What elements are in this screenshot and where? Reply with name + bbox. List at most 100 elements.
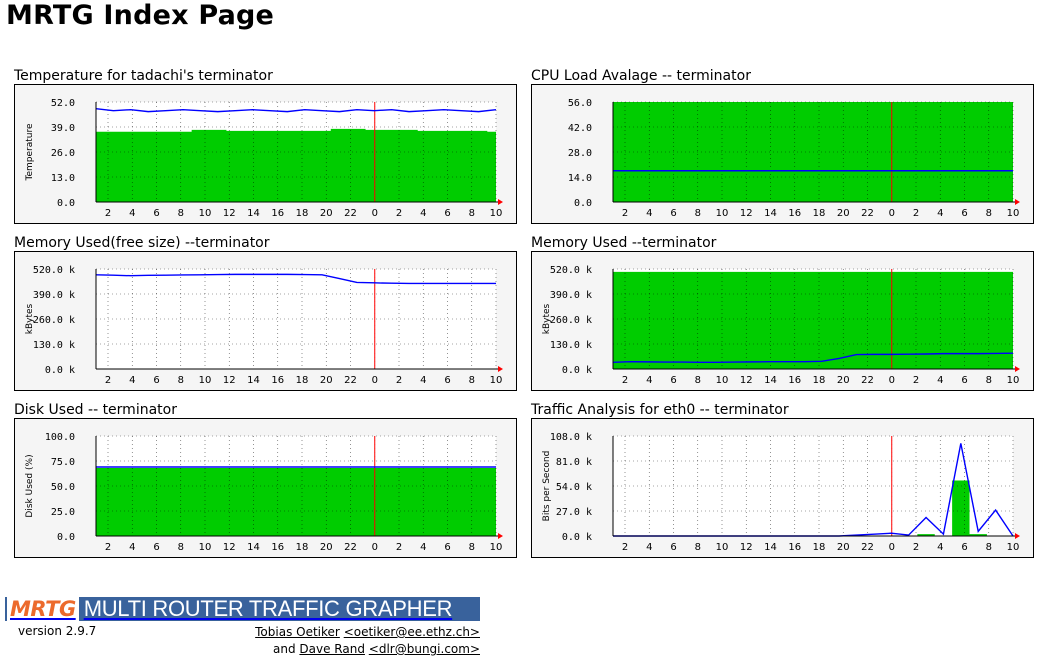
- y-tick-label: 39.0: [51, 123, 75, 134]
- x-tick-label: 8: [469, 208, 475, 219]
- graph-link-memory-used[interactable]: 520.0 k 390.0 k 260.0 k 130.0 k 0.0 k 2 4 6 8 10 1…: [531, 251, 1034, 391]
- x-tick-label: 0: [372, 208, 378, 219]
- x-tick-label: 6: [444, 375, 450, 386]
- x-tick-label: 12: [223, 542, 236, 553]
- y-tick-label: 56.0: [568, 98, 592, 109]
- y-tick-label: 0.0 k: [45, 365, 75, 376]
- y-tick-label: 0.0 k: [562, 365, 592, 376]
- x-tick-label: 2: [622, 375, 628, 386]
- x-tick-label: 8: [695, 542, 701, 553]
- graph-link-traffic-eth0[interactable]: 108.0 k 81.0 k 54.0 k 27.0 k 0.0 k 2 4 6 8 10 12 14…: [531, 418, 1034, 558]
- graph-link-temperature[interactable]: 52.0 39.0 26.0 13.0 0.0 2 4 6 8 10 12 14 16 18 20 22 0 2 4…: [14, 84, 517, 224]
- x-tick-label: 8: [469, 542, 475, 553]
- x-tick-label: 6: [444, 542, 450, 553]
- x-tick-label: 10: [199, 208, 212, 219]
- y-tick-label: 52.0: [51, 98, 75, 109]
- x-tick-label: 6: [153, 208, 159, 219]
- y-axis-label: Bits per Second: [542, 451, 552, 522]
- y-tick-label: 50.0: [51, 482, 75, 493]
- mrtg-logo[interactable]: MRTG MULTI ROUTER TRAFFIC GRAPHER: [5, 597, 480, 621]
- x-tick-label: 2: [622, 542, 628, 553]
- y-tick-label: 42.0: [568, 123, 592, 134]
- y-axis-label: Disk Used (%): [25, 454, 35, 517]
- x-tick-label: 6: [670, 208, 676, 219]
- x-tick-label: 6: [444, 208, 450, 219]
- x-tick-label: 4: [420, 208, 426, 219]
- y-tick-label: 54.0 k: [556, 482, 592, 493]
- panel-title: Memory Used --terminator: [531, 235, 717, 251]
- y-tick-label: 26.0: [51, 148, 75, 159]
- x-axis-arrow: [498, 199, 503, 205]
- series-area-in: [96, 468, 496, 536]
- author-email-tobias-oetiker[interactable]: <oetiker@ee.ethz.ch>: [343, 625, 480, 639]
- y-tick-label: 28.0: [568, 148, 592, 159]
- graph-link-cpu-load[interactable]: 56.0 42.0 28.0 14.0 0.0 2 4 6 8 10 12 14 16 18 20 22 0 2 4…: [531, 84, 1034, 224]
- x-tick-label: 4: [937, 542, 943, 553]
- mrtg-logo-mark: MRTG: [7, 597, 79, 621]
- graph-panel-temperature: Temperature for tadachi's terminator 52.…: [14, 68, 517, 224]
- x-tick-label: 10: [716, 542, 729, 553]
- x-tick-label: 2: [913, 542, 919, 553]
- x-tick-label: 14: [247, 375, 260, 386]
- x-tick-label: 10: [1007, 208, 1020, 219]
- graph-temperature: 52.0 39.0 26.0 13.0 0.0 2 4 6 8 10 12 14 16 18 20 22 0 2 4…: [14, 84, 517, 224]
- x-tick-label: 20: [837, 542, 850, 553]
- x-tick-label: 0: [372, 542, 378, 553]
- x-tick-label: 10: [490, 375, 503, 386]
- x-tick-label: 8: [178, 542, 184, 553]
- x-tick-label: 8: [469, 375, 475, 386]
- y-tick-label: 130.0 k: [33, 340, 75, 351]
- x-tick-label: 12: [740, 542, 753, 553]
- x-tick-label: 10: [716, 208, 729, 219]
- x-tick-label: 2: [105, 542, 111, 553]
- x-tick-label: 10: [1007, 375, 1020, 386]
- x-tick-label: 6: [153, 542, 159, 553]
- x-tick-label: 18: [296, 375, 309, 386]
- panel-title: Disk Used -- terminator: [14, 402, 177, 418]
- graph-panel-disk-used: Disk Used -- terminator 100.0 75.0 50.0 25.…: [14, 402, 517, 558]
- graph-link-memory-free[interactable]: 520.0 k 390.0 k 260.0 k 130.0 k 0.0 k 2 4 6 8 10 1…: [14, 251, 517, 391]
- x-tick-label: 8: [695, 375, 701, 386]
- x-tick-label: 2: [913, 375, 919, 386]
- x-tick-label: 0: [889, 375, 895, 386]
- y-tick-label: 81.0 k: [556, 457, 592, 468]
- x-tick-label: 18: [296, 542, 309, 553]
- x-tick-label: 20: [320, 542, 333, 553]
- x-tick-label: 20: [837, 375, 850, 386]
- x-tick-label: 10: [1007, 542, 1020, 553]
- mrtg-logo-text: MULTI ROUTER TRAFFIC GRAPHER: [83, 597, 453, 621]
- x-tick-label: 16: [788, 208, 801, 219]
- y-tick-label: 0.0: [57, 532, 75, 543]
- x-tick-label: 4: [646, 542, 652, 553]
- x-tick-label: 6: [670, 375, 676, 386]
- y-tick-label: 130.0 k: [550, 340, 592, 351]
- x-axis-arrow: [1015, 199, 1020, 205]
- credits: Tobias Oetiker <oetiker@ee.ethz.ch> and …: [255, 624, 480, 658]
- x-tick-label: 0: [889, 542, 895, 553]
- x-tick-label: 12: [223, 375, 236, 386]
- author-email-dave-rand[interactable]: <dlr@bungi.com>: [368, 642, 480, 656]
- x-tick-label: 22: [861, 375, 874, 386]
- x-tick-label: 20: [320, 375, 333, 386]
- x-tick-label: 8: [986, 375, 992, 386]
- graph-panel-memory-free: Memory Used(free size) --terminator 520.…: [14, 235, 517, 391]
- panel-title: CPU Load Avalage -- terminator: [531, 68, 751, 84]
- page-title: MRTG Index Page: [6, 0, 275, 31]
- y-tick-label: 14.0: [568, 173, 592, 184]
- graph-link-disk-used[interactable]: 100.0 75.0 50.0 25.0 0.0 2 4 6 8 10 12 14 16 18 20 22 0 2…: [14, 418, 517, 558]
- y-tick-label: 390.0 k: [550, 290, 592, 301]
- series-line-out: [612, 352, 1014, 363]
- x-tick-label: 0: [372, 375, 378, 386]
- y-tick-label: 520.0 k: [550, 265, 592, 276]
- version-text: version 2.9.7: [18, 624, 97, 638]
- y-tick-label: 13.0: [51, 173, 75, 184]
- x-tick-label: 20: [320, 208, 333, 219]
- x-tick-label: 4: [129, 542, 135, 553]
- graph-disk-used: 100.0 75.0 50.0 25.0 0.0 2 4 6 8 10 12 14 16 18 20 22 0 2…: [14, 418, 517, 558]
- x-tick-label: 8: [986, 542, 992, 553]
- graph-panel-cpu-load: CPU Load Avalage -- terminator 56.0 42.0 2…: [531, 68, 1034, 224]
- x-tick-label: 10: [490, 208, 503, 219]
- graph-memory-free: 520.0 k 390.0 k 260.0 k 130.0 k 0.0 k 2 4 6 8 10 1…: [14, 251, 517, 391]
- author-link-dave-rand[interactable]: Dave Rand: [299, 642, 365, 656]
- author-link-tobias-oetiker[interactable]: Tobias Oetiker: [255, 625, 340, 639]
